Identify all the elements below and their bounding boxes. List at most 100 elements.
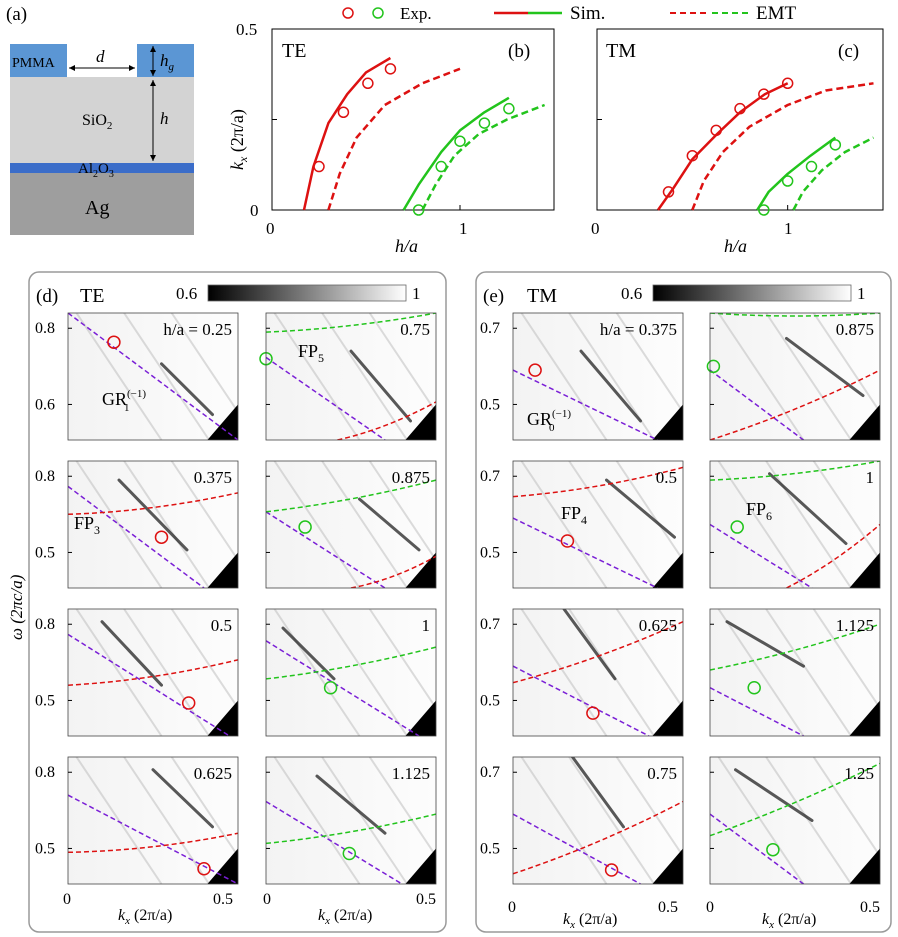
- subplot-d-2-right-content: [266, 609, 436, 736]
- panel-c-xtick-0: 0: [591, 219, 600, 238]
- panel-c-xtick-1: 1: [784, 219, 793, 238]
- plot-b-sim-line: [302, 56, 392, 211]
- subplot-d-0-right-lightcone: [405, 404, 436, 440]
- subplot-e-0-right-background: [710, 313, 880, 440]
- panel-e-colorbar: [652, 284, 852, 302]
- panel-e-label: (e): [483, 286, 504, 307]
- pmma-block-left: [10, 44, 67, 77]
- subplot-d-3-left-ha-label: 0.625: [194, 764, 232, 783]
- subplot-e-0-left-band: [615, 313, 683, 414]
- subplot-d-0-right-frame: [265, 312, 437, 441]
- subplot-e-3-left-ytick-label: 0.7: [480, 764, 500, 781]
- panel-e-colorbar-min: 0.6: [621, 284, 642, 303]
- subplot-d-0-right-content: [266, 313, 436, 440]
- subplot-e-1-right-ha-label: 1: [866, 468, 875, 487]
- subplot-d-1-left-lightcone: [207, 552, 238, 588]
- legend-emt-label: EMT: [756, 3, 797, 24]
- subplot-d-0-left-ytick-label: 0.8: [35, 320, 55, 337]
- subplot-e-2-right-content: [710, 609, 880, 736]
- plot-c-emt-line: [691, 82, 874, 211]
- subplot-d-3-right-exp-point: [342, 846, 357, 861]
- subplot-d-3-left-ytick-label: 0.8: [35, 764, 55, 781]
- fp4-label: FP4: [561, 503, 587, 527]
- subplot-d-3-left-frame: [67, 756, 239, 885]
- subplot-e-3-right-frame: [709, 756, 881, 885]
- gr-label-d: GR(−1) 1: [102, 388, 146, 414]
- subplot-d-2-left-frame: [67, 608, 239, 737]
- subplot-d-3-right: 1.125: [265, 756, 437, 885]
- subplot-d-3-right-band: [273, 757, 361, 884]
- subplot-d-2-right-gr-line: [266, 640, 420, 736]
- subplot-e-1-left-ytick-label: 0.5: [480, 544, 500, 561]
- subplot-d-1-left-ytick-label: 0.8: [35, 468, 55, 485]
- panel-a-label: (a): [6, 4, 27, 25]
- subplot-e-3-left-content: [513, 757, 683, 884]
- panel-a-schematic: (a) PMMA SiO2 Al2O3 Ag d hg h: [6, 4, 194, 235]
- subplot-e-3-left-ytick-label: 0.5: [480, 840, 500, 857]
- subplot-e-3-right-band: [765, 757, 852, 884]
- subplot-e-1-right-resonance: [768, 472, 848, 546]
- subplot-d-1-left-ytick-label: 0.5: [35, 544, 55, 561]
- subplot-d-2-left-band: [75, 609, 163, 736]
- ag-label: Ag: [85, 197, 109, 219]
- plot-c-sim-line: [656, 82, 789, 211]
- subplot-d-0-right-fp-green-line: [266, 313, 436, 333]
- panel-e-xtick-left-0: 0: [508, 899, 516, 916]
- subplot-e-3-left: 0.7 0.5 0.75: [480, 756, 684, 885]
- subplot-e-2-right-band: [812, 609, 880, 710]
- sio2-layer: [10, 77, 194, 163]
- subplot-e-0-left-band: [520, 313, 608, 440]
- panel-d-colorbar-min: 0.6: [176, 284, 197, 303]
- panel-b-label: (b): [508, 41, 530, 62]
- subplot-e-0-left-ytick-label: 0.5: [480, 396, 500, 413]
- subplot-e-1-right-exp-point: [730, 520, 744, 534]
- subplot-d-1-right-ha-label: 0.875: [392, 468, 430, 487]
- subplot-e-0-right-band: [717, 313, 805, 440]
- subplot-e-2-right-frame: [709, 608, 881, 737]
- subplot-d-1-left: 0.8 0.5 0.375 FP3: [35, 460, 239, 589]
- subplot-e-1-left-band: [520, 461, 608, 588]
- subplot-d-3-left-band: [123, 757, 210, 884]
- subplot-e-0-right-lightcone: [849, 404, 880, 440]
- subplot-e-2-right: 1.125: [709, 608, 881, 737]
- subplot-e-2-left-lightcone: [652, 700, 683, 736]
- subplot-e-1-left-frame: [512, 460, 684, 589]
- subplot-e-0-left-content: [513, 313, 683, 440]
- al2o3-label: Al2O3: [78, 161, 114, 180]
- subplot-d-3-right-band: [368, 757, 436, 858]
- plot-c-exp-point: [805, 160, 818, 173]
- subplot-e-1-left: 0.7 0.5 0.5 FP4: [480, 460, 684, 589]
- subplot-d-0-left-band: [123, 313, 210, 440]
- subplot-e-0-left-gr-line: [513, 369, 658, 440]
- subplot-e-2-left-ytick-label: 0.5: [480, 692, 500, 709]
- subplot-d-1-right-fp-red-line: [350, 555, 436, 588]
- panel-d: (d) TE 0.6 1 ω (2πc/a) 0 0.5 0 0.5 kx (2…: [7, 271, 447, 933]
- subplot-e-1-right-gr-line: [710, 523, 813, 588]
- panel-e: (e) TM 0.6 1 0 0.5 0 0.5 kx (2π/a) kx (2…: [475, 271, 892, 933]
- subplot-e-2-right-band: [717, 609, 805, 736]
- subplot-e-0-left-lightcone: [652, 404, 683, 440]
- fp5-label: FP5: [298, 341, 324, 365]
- subplot-d-0-left-band: [75, 313, 163, 440]
- panel-d-mode: TE: [80, 285, 104, 307]
- subplot-e-1-right-fp-green-line: [710, 461, 880, 481]
- subplot-d-0-left-lightcone: [207, 404, 238, 440]
- subplot-d-2-left-background: [68, 609, 238, 736]
- subplot-e-1-left-background: [513, 461, 683, 588]
- subplot-d-2-left-content: [68, 609, 238, 736]
- fp3-label: FP3: [74, 513, 100, 537]
- d-label: d: [96, 47, 105, 66]
- subplot-e-1-left-band: [568, 461, 655, 588]
- subplot-e-2-right-lightcone: [849, 700, 880, 736]
- subplot-e-3-left-background: [513, 757, 683, 884]
- subplot-d-3-left-content: [68, 757, 238, 884]
- subplot-d-0-right-band: [273, 313, 361, 440]
- subplot-e-0-left-exp-point: [528, 363, 542, 377]
- subplot-e-3-left-fp-red-line: [513, 800, 683, 875]
- panel-d-ylabel: ω (2πc/a): [7, 574, 26, 640]
- subplot-e-2-left-gr-line: [513, 665, 650, 736]
- panel-e-xlabel-right: kx (2π/a): [762, 911, 816, 931]
- subplot-e-0-right: 0.875: [706, 312, 881, 441]
- panel-b-ytick-1: 0.5: [236, 20, 257, 39]
- panel-b-xtick-0: 0: [266, 219, 275, 238]
